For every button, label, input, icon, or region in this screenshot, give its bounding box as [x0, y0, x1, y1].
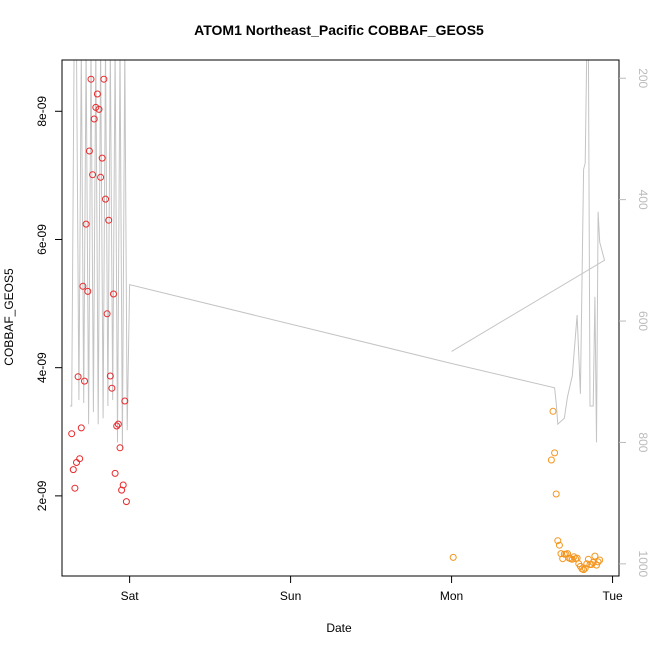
data-point	[90, 115, 98, 123]
data-point	[581, 564, 589, 572]
secondary-line	[70, 60, 606, 449]
y-tick-label: 6e-09	[35, 224, 49, 255]
data-point	[73, 459, 80, 466]
data-point	[85, 147, 93, 155]
secondary-y-tick-label: 200	[636, 68, 650, 88]
data-point	[547, 456, 555, 464]
data-point	[591, 552, 599, 560]
y-tick-label: 8e-09	[35, 96, 49, 127]
data-point	[68, 430, 76, 438]
data-point	[74, 373, 82, 381]
data-point	[564, 550, 571, 558]
data-point	[588, 561, 596, 568]
data-point	[87, 75, 95, 83]
data-point	[97, 173, 105, 181]
data-point	[594, 558, 602, 566]
data-point	[81, 377, 88, 385]
data-point	[77, 424, 85, 432]
plot-frame	[61, 59, 620, 577]
data-point	[554, 537, 562, 545]
data-point	[549, 407, 557, 415]
data-point	[570, 553, 578, 561]
data-points-layer	[68, 75, 604, 574]
data-point	[69, 466, 77, 474]
y-axis-label: COBBAF_GEOS5	[2, 268, 16, 366]
data-point	[114, 420, 122, 428]
data-point	[555, 541, 563, 549]
data-point	[105, 216, 113, 224]
data-point	[106, 372, 114, 380]
x-axis: Sat Sun Mon Tue	[121, 576, 623, 603]
data-point	[98, 154, 106, 162]
x-tick-label: Mon	[440, 589, 463, 603]
y-tick-label: 4e-09	[35, 352, 49, 383]
data-point	[102, 195, 109, 203]
data-point	[110, 290, 117, 298]
y-axis: 2e-09 4e-09 6e-09 8e-09	[35, 96, 62, 511]
x-tick-label: Sun	[280, 589, 301, 603]
data-point	[108, 384, 116, 392]
data-point	[95, 105, 103, 113]
x-axis-label: Date	[326, 621, 352, 635]
data-point	[79, 282, 87, 290]
secondary-y-tick-label: 800	[636, 432, 650, 452]
data-point	[551, 449, 559, 457]
data-point	[76, 455, 84, 463]
secondary-y-tick-label: 600	[636, 311, 650, 331]
data-point	[71, 484, 79, 492]
data-point	[580, 566, 588, 574]
data-point	[121, 397, 129, 405]
chart-title: ATOM1 Northeast_Pacific COBBAF_GEOS5	[194, 22, 484, 38]
data-point	[122, 498, 130, 506]
data-point	[93, 90, 101, 98]
secondary-y-tick-label: 400	[636, 190, 650, 210]
secondary-line-layer	[70, 60, 606, 449]
data-point	[82, 220, 90, 228]
secondary-y-tick-label: 1000	[636, 551, 650, 578]
data-point	[583, 560, 591, 568]
data-point	[103, 310, 111, 318]
y-tick-label: 2e-09	[35, 480, 49, 511]
data-point	[596, 556, 604, 564]
data-point	[89, 171, 97, 179]
x-tick-label: Tue	[602, 589, 623, 603]
data-point	[116, 444, 124, 452]
secondary-y-axis: 200 400 600 800 1000	[619, 68, 650, 578]
data-point	[111, 469, 119, 477]
data-point	[100, 75, 108, 83]
data-point	[552, 490, 560, 498]
data-point	[84, 287, 92, 295]
x-tick-label: Sat	[121, 589, 140, 603]
data-point	[119, 481, 127, 489]
data-point	[449, 553, 457, 561]
data-point	[113, 422, 121, 430]
